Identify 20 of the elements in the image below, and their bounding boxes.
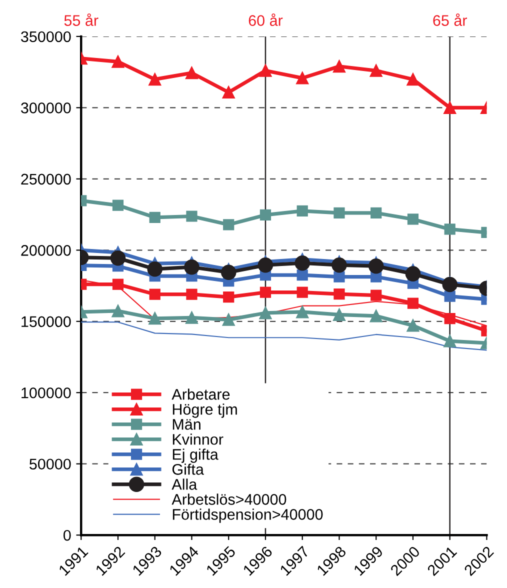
y-tick-label: 100000 [22,387,71,398]
text: 55 år [64,13,98,26]
legend-label: Arbetslös>40000 [172,494,286,505]
ref-line-label: 65 år [433,13,468,26]
legend-label: Män [172,419,200,430]
y-tick-label: 250000 [21,174,71,185]
legend-label: Förtidspension>40000 [172,508,323,523]
y-tick-label: 350000 [21,31,71,42]
legend-label: Gifta [172,464,204,475]
y-tick-label: 0 [64,530,71,541]
y-tick-label: 200000 [21,245,71,256]
legend-label: Alla [172,478,198,490]
legend-label: Ej gifta [172,448,218,463]
y-tick-label: 300000 [21,102,71,114]
legend-label: Kvinnor [172,434,224,445]
legend-label: Högre tjm [172,404,237,418]
ref-line-label: 60 år [248,13,283,26]
legend-label: Arbetare [172,388,230,400]
y-tick-label: 50000 [30,458,71,470]
y-tick-label: 150000 [22,316,71,328]
